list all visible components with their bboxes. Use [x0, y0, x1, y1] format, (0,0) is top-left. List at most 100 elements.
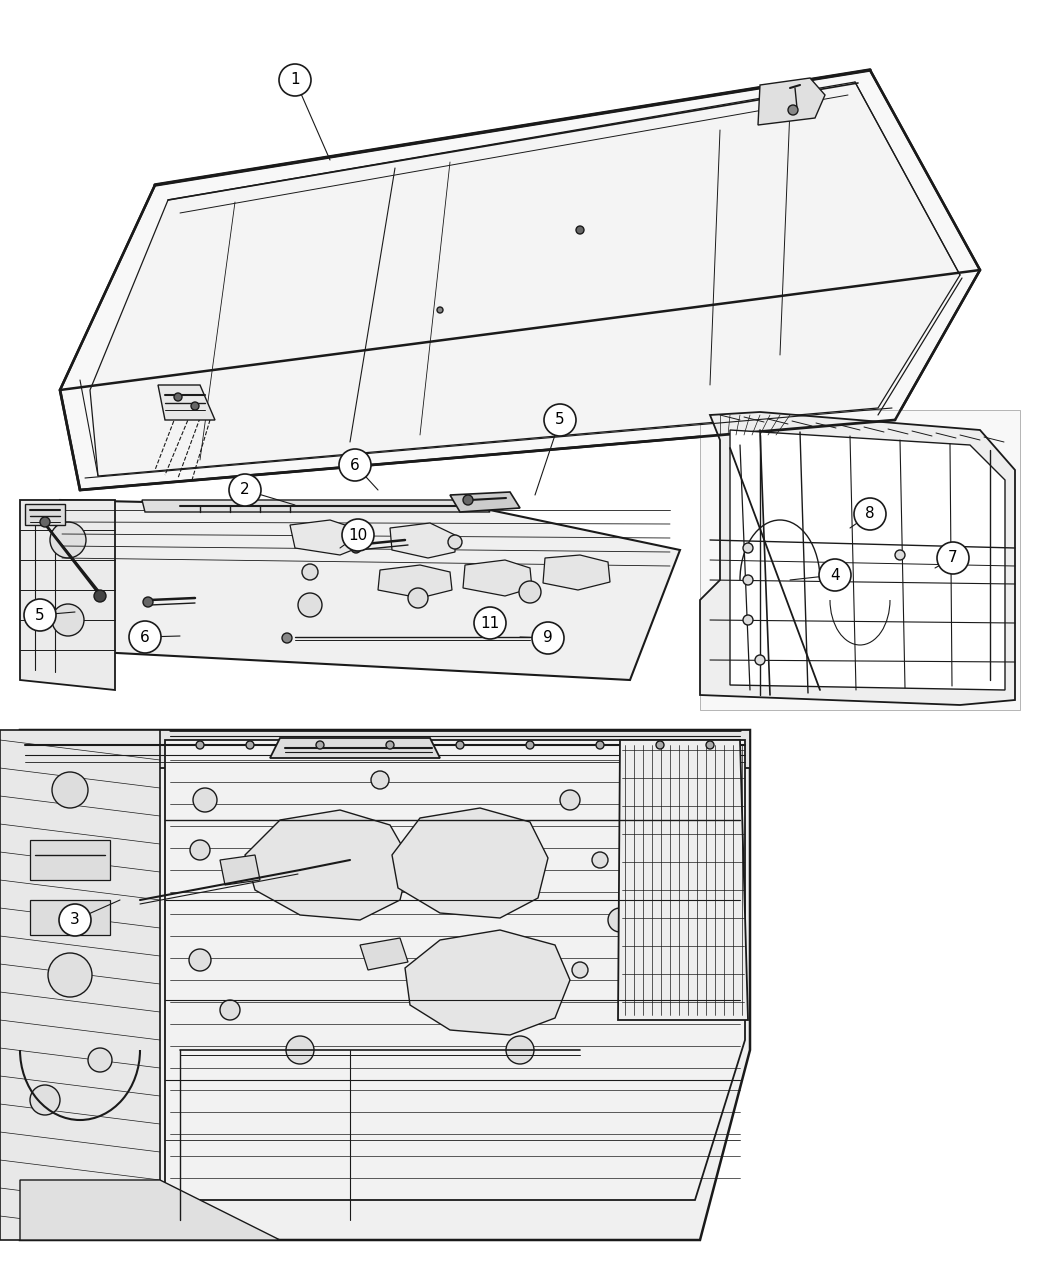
- Polygon shape: [30, 840, 110, 880]
- Circle shape: [483, 615, 501, 632]
- Circle shape: [408, 588, 428, 608]
- Circle shape: [576, 226, 584, 235]
- Circle shape: [743, 575, 753, 585]
- Circle shape: [279, 64, 311, 96]
- Text: 6: 6: [140, 630, 150, 644]
- Circle shape: [506, 1037, 534, 1065]
- Circle shape: [437, 307, 443, 312]
- Polygon shape: [405, 929, 570, 1035]
- Text: 4: 4: [831, 567, 840, 583]
- Circle shape: [193, 788, 217, 812]
- Circle shape: [743, 615, 753, 625]
- Text: 8: 8: [865, 506, 875, 521]
- Circle shape: [819, 558, 850, 592]
- Polygon shape: [25, 504, 65, 525]
- Polygon shape: [20, 1179, 280, 1241]
- Circle shape: [59, 904, 91, 936]
- Polygon shape: [378, 565, 452, 598]
- Circle shape: [229, 474, 261, 506]
- Polygon shape: [220, 856, 260, 885]
- Circle shape: [174, 393, 182, 402]
- Circle shape: [456, 741, 464, 748]
- Circle shape: [526, 741, 534, 748]
- Circle shape: [755, 655, 765, 666]
- Polygon shape: [543, 555, 610, 590]
- Circle shape: [854, 499, 886, 530]
- Polygon shape: [142, 500, 490, 513]
- Circle shape: [945, 555, 956, 565]
- Polygon shape: [20, 500, 116, 690]
- Circle shape: [50, 521, 86, 558]
- Circle shape: [189, 949, 211, 972]
- Polygon shape: [0, 731, 160, 1241]
- Circle shape: [788, 105, 798, 115]
- Circle shape: [143, 597, 153, 607]
- Circle shape: [24, 599, 56, 631]
- Circle shape: [339, 449, 371, 481]
- Circle shape: [342, 519, 374, 551]
- Polygon shape: [290, 520, 365, 555]
- Circle shape: [592, 852, 608, 868]
- Text: 5: 5: [555, 413, 565, 427]
- Circle shape: [519, 581, 541, 603]
- Polygon shape: [90, 82, 960, 476]
- Circle shape: [386, 741, 394, 748]
- Polygon shape: [463, 560, 532, 595]
- Text: 9: 9: [543, 631, 553, 645]
- Polygon shape: [700, 411, 1020, 710]
- Circle shape: [895, 550, 905, 560]
- Polygon shape: [270, 738, 440, 759]
- Polygon shape: [700, 412, 1015, 705]
- Text: 10: 10: [349, 528, 368, 542]
- Circle shape: [129, 621, 161, 653]
- Polygon shape: [618, 740, 748, 1020]
- Circle shape: [316, 741, 324, 748]
- Polygon shape: [60, 70, 980, 490]
- Circle shape: [52, 604, 84, 636]
- Circle shape: [706, 741, 714, 748]
- Polygon shape: [730, 430, 1005, 690]
- Circle shape: [88, 1048, 112, 1072]
- Circle shape: [371, 771, 388, 789]
- Circle shape: [448, 536, 462, 550]
- Circle shape: [656, 741, 664, 748]
- Circle shape: [596, 741, 604, 748]
- Polygon shape: [390, 523, 455, 558]
- Circle shape: [246, 741, 254, 748]
- Polygon shape: [20, 731, 750, 768]
- Text: 1: 1: [290, 73, 300, 88]
- Circle shape: [30, 1085, 60, 1116]
- Text: 11: 11: [481, 616, 500, 631]
- Polygon shape: [30, 900, 110, 935]
- Circle shape: [220, 1000, 240, 1020]
- Circle shape: [743, 543, 753, 553]
- Circle shape: [52, 771, 88, 808]
- Circle shape: [937, 542, 969, 574]
- Circle shape: [544, 404, 576, 436]
- Circle shape: [40, 516, 50, 527]
- Circle shape: [302, 564, 318, 580]
- Circle shape: [608, 908, 632, 932]
- Circle shape: [488, 620, 496, 629]
- Polygon shape: [20, 731, 750, 1241]
- Text: 3: 3: [70, 913, 80, 927]
- Text: 7: 7: [948, 551, 958, 566]
- Text: 5: 5: [36, 607, 45, 622]
- Circle shape: [630, 989, 650, 1010]
- Circle shape: [463, 495, 472, 505]
- Polygon shape: [360, 938, 408, 970]
- Circle shape: [298, 593, 322, 617]
- Circle shape: [474, 607, 506, 639]
- Polygon shape: [158, 385, 215, 419]
- Circle shape: [191, 402, 200, 411]
- Circle shape: [560, 790, 580, 810]
- Circle shape: [532, 622, 564, 654]
- Polygon shape: [392, 808, 548, 918]
- Polygon shape: [60, 500, 680, 680]
- Circle shape: [572, 963, 588, 978]
- Circle shape: [196, 741, 204, 748]
- Polygon shape: [165, 740, 746, 1200]
- Circle shape: [282, 632, 292, 643]
- Circle shape: [351, 543, 361, 553]
- Circle shape: [190, 840, 210, 861]
